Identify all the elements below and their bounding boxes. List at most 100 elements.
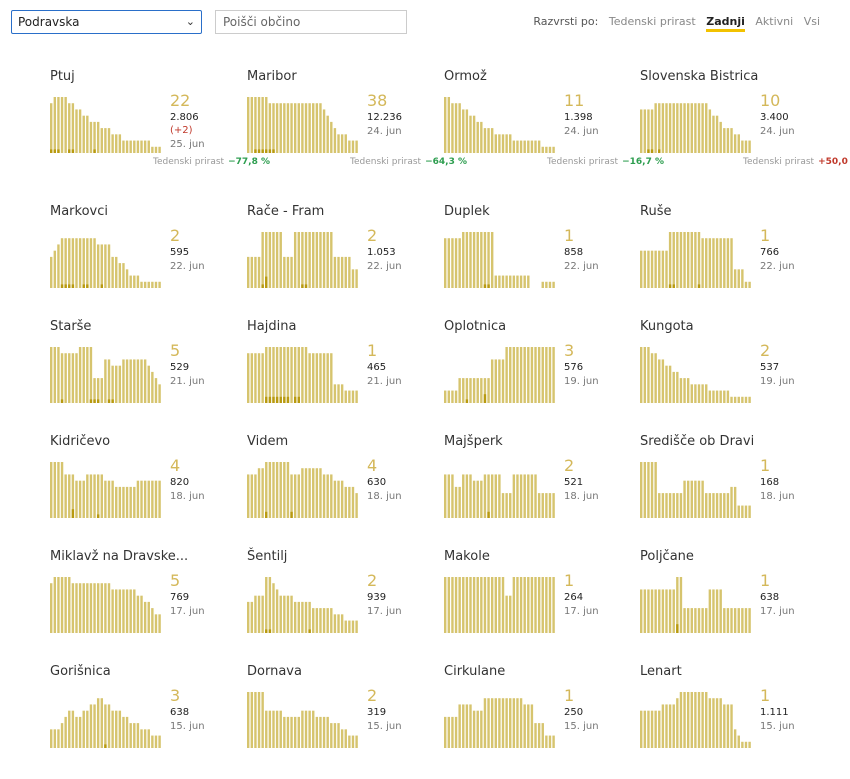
municipality-card[interactable]: Oplotnica 3 576 19. jun [444,319,634,434]
sparkline-bar [304,347,308,403]
sparkline-bar [498,698,501,748]
sparkline-bar [705,608,708,633]
sparkline-bar [679,232,683,288]
municipality-card[interactable]: Duplek 1 858 22. jun [444,204,634,319]
sparkline-bar [741,505,744,518]
sparkline-bar [640,109,643,153]
municipality-card[interactable]: Miklavž na Dravske... 5 769 17. jun [50,549,240,664]
sparkline-bar [748,140,751,153]
sparkline-bar [75,238,78,288]
sparkline-bar [93,121,96,153]
sort-option-last[interactable]: Zadnji [706,15,745,32]
municipality-card[interactable]: Šentilj 2 939 17. jun [247,549,437,664]
sparkline-bar [118,263,122,288]
sparkline-bar [487,232,490,288]
sparkline-bar [683,608,686,633]
municipality-name: Markovci [50,204,108,219]
sparkline-bar [57,577,60,633]
sparkline-bar [147,365,150,403]
sparkline-bar [465,378,469,403]
last-date: 25. jun [170,139,205,150]
sparkline-bar-recent [283,396,286,403]
sparkline-bar [86,115,89,153]
sparkline-bar-recent [265,276,268,288]
sparkline-bar [68,474,71,518]
last-cases: 1 [564,571,575,590]
sparkline-bar-recent [268,396,272,403]
sparkline-bar [658,250,661,288]
sparkline-bar [527,140,530,153]
sparkline-bar-recent [697,284,701,288]
last-cases: 2 [170,226,181,245]
municipality-card[interactable]: Središče ob Dravi 1 168 18. jun [640,434,830,549]
sparkline-bar [268,577,272,633]
region-select[interactable]: Podravska ⌄ [11,10,202,34]
sparkline-bar [86,474,89,518]
sparkline-bar [75,480,78,518]
sparkline-bar-recent [68,284,71,288]
sparkline-bar [686,103,690,153]
municipality-card[interactable]: Cirkulane 1 250 15. jun [444,664,634,779]
sparkline-bar [545,577,548,633]
sparkline-bar [275,462,279,518]
sparkline-bar [297,103,300,153]
sparkline-bar-recent [71,284,75,288]
municipality-card[interactable]: Gorišnica 3 638 15. jun [50,664,240,779]
sparkline-bar [125,269,129,288]
sparkline-bar [297,601,300,633]
sort-option-all[interactable]: Vsi [803,15,820,28]
sparkline-bar [469,378,472,403]
sparkline-bar [527,347,530,403]
sparkline-bar [82,583,85,633]
municipality-card[interactable]: Hajdina 1 465 21. jun [247,319,437,434]
sparkline-bar [78,716,82,748]
search-input[interactable] [215,10,407,34]
weekly-growth-value: −16,7 % [622,157,664,167]
municipality-card[interactable]: Starše 5 529 21. jun [50,319,240,434]
sparkline-bar [140,595,143,633]
municipality-card[interactable]: Slovenska Bistrica 10 3.400 24. jun Tedenski… [640,69,850,184]
municipality-card[interactable]: Kidričevo 4 820 18. jun [50,434,240,549]
sparkline-bar [136,595,140,633]
sparkline-bar [133,589,136,633]
sparkline-bar [154,378,158,403]
municipality-card[interactable]: Makole 1 264 17. jun [444,549,634,664]
sparkline-bar [265,462,268,518]
sparkline-bar [516,140,519,153]
total-cases: 766 [760,247,780,258]
sparkline-bar [683,232,686,288]
municipality-card[interactable]: Rače - Fram 2 1.053 22. jun [247,204,437,319]
sort-option-weekly[interactable]: Tedenski prirast [608,15,696,28]
last-date: 17. jun [564,606,599,617]
sparkline-bar-recent [265,511,268,518]
municipality-card[interactable]: Markovci 2 595 22. jun [50,204,240,319]
sparkline-bar [498,474,501,518]
sparkline-bar-recent [68,149,71,153]
sparkline-bar [726,608,730,633]
municipality-card[interactable]: Videm 4 630 18. jun [247,434,437,549]
municipality-card[interactable]: Kungota 2 537 19. jun [640,319,830,434]
sparkline-bar [683,692,686,748]
municipality-card[interactable]: Ptuj 22 2.806 (+2) 25. jun Tedenski prirast −7… [50,69,270,184]
sparkline-bar [140,359,143,403]
municipality-card[interactable]: Maribor 38 12.236 24. jun Tedenski prirast −6… [247,69,467,184]
municipality-card[interactable]: Lenart 1 1.111 15. jun [640,664,830,779]
sparkline-bar [261,232,264,288]
municipality-card[interactable]: Ormož 11 1.398 24. jun Tedenski prirast −16,7… [444,69,664,184]
sparkline-bar [96,698,100,748]
sort-option-active[interactable]: Aktivni [755,15,794,28]
municipality-card[interactable]: Majšperk 2 521 18. jun [444,434,634,549]
municipality-card[interactable]: Ruše 1 766 22. jun [640,204,830,319]
sparkline-bar [93,704,96,748]
sparkline-chart [247,232,358,288]
sparkline-bar [301,710,304,748]
municipality-card[interactable]: Dornava 2 319 15. jun [247,664,437,779]
sparkline-bar [527,704,530,748]
sparkline-bar [741,608,744,633]
municipality-card[interactable]: Poljčane 1 638 17. jun [640,549,830,664]
sparkline-bar [650,589,654,633]
sparkline-bar [351,735,355,748]
sparkline-bar [694,232,697,288]
sparkline-bar [301,347,304,403]
sparkline-bar [465,232,469,288]
